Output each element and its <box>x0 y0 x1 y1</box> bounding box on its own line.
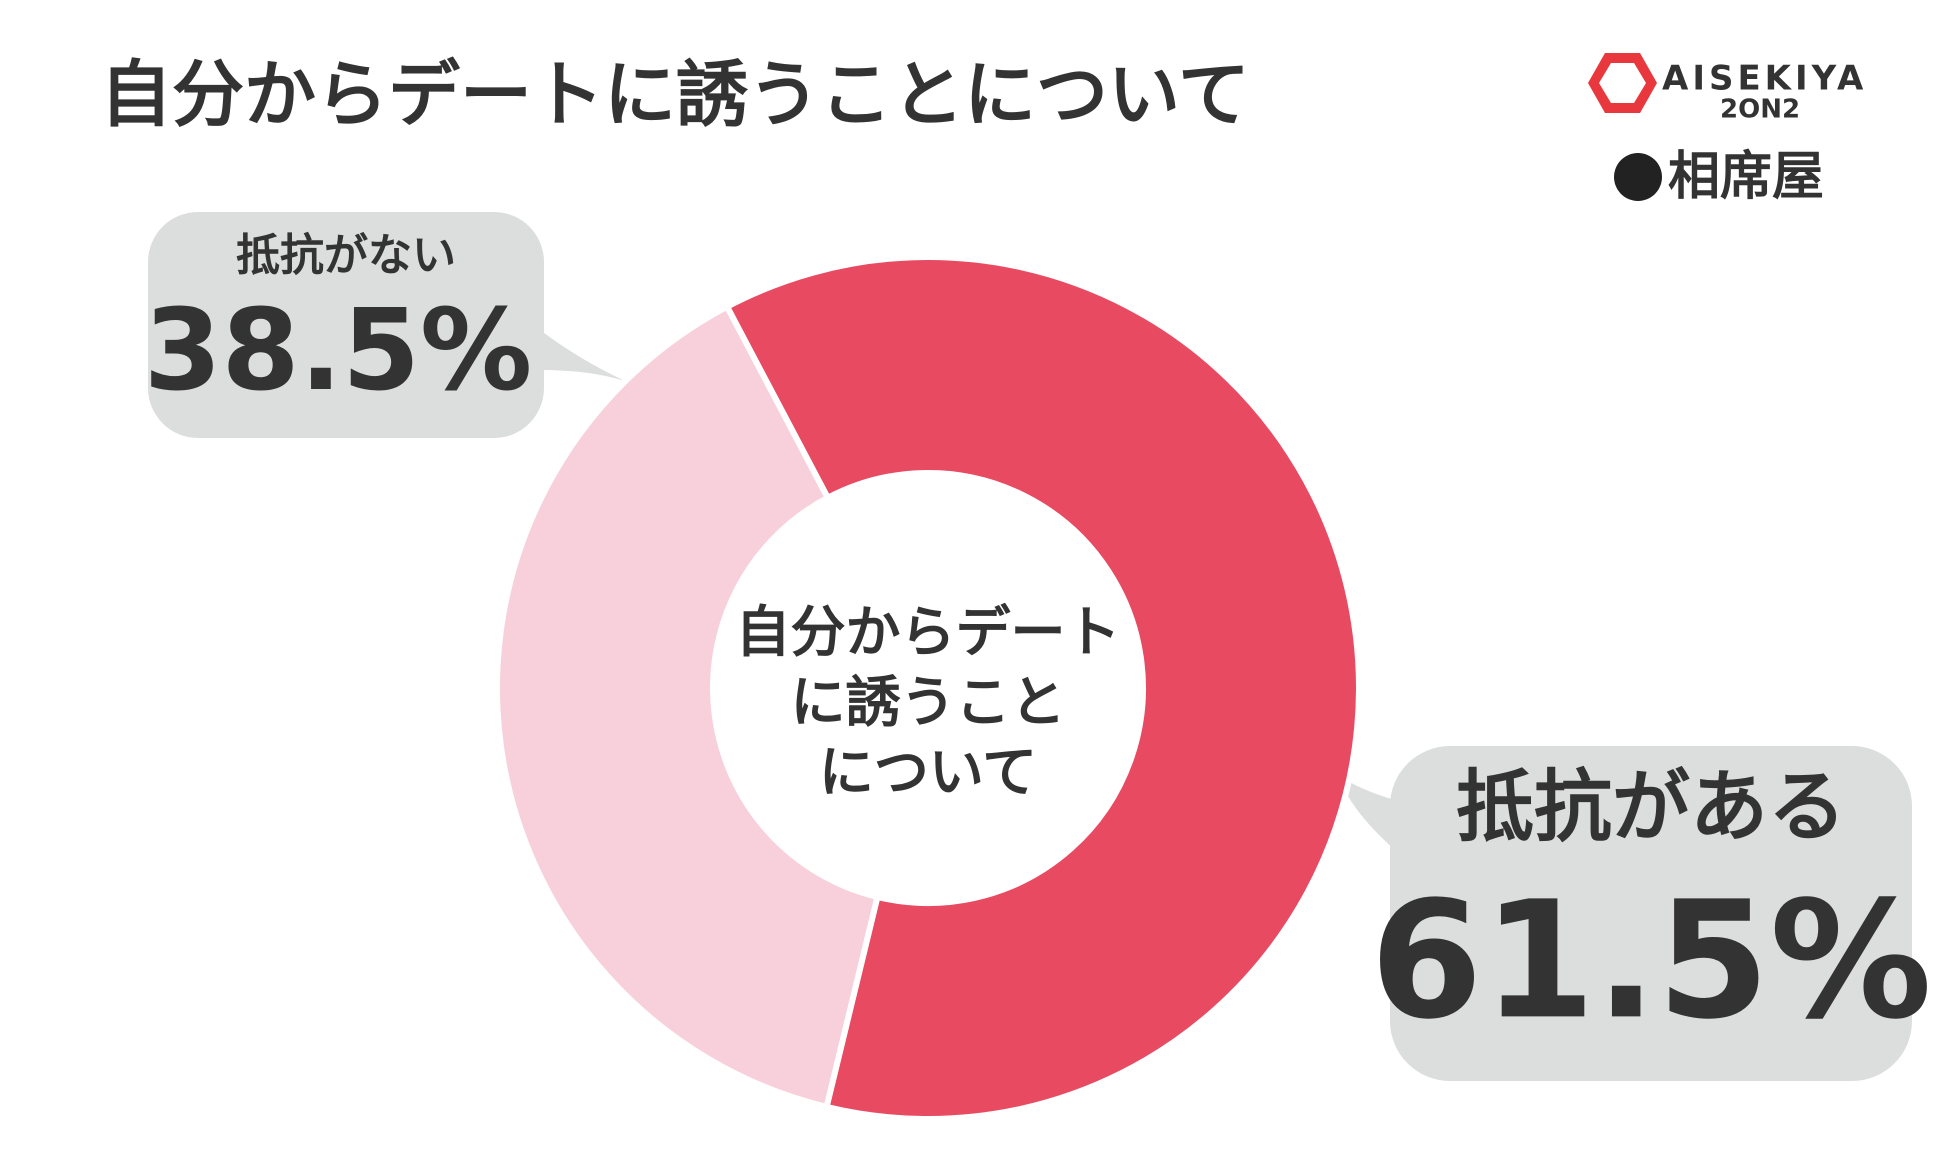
logo-name: 相席屋 <box>1668 147 1824 207</box>
logo-sub: 2ON2 <box>1720 95 1800 125</box>
center-label-line: 自分からデート <box>735 600 1120 664</box>
logo: AISEKIYA 2ON2 相席屋 <box>1588 53 1867 207</box>
bubble <box>1390 746 1912 1081</box>
bubble <box>148 212 544 438</box>
bubble-tail <box>1338 775 1395 850</box>
pie <box>494 254 1362 1122</box>
category-label: 抵抗がない <box>236 230 456 281</box>
center-label: 自分からデートに誘うことについて <box>735 600 1120 804</box>
slice <box>723 254 1362 1122</box>
chart-title: 自分からデートに誘うことについて <box>100 53 1250 137</box>
bubble-tail <box>540 330 625 381</box>
value-label: 38.5% <box>144 286 533 416</box>
logo-seal <box>1614 153 1662 201</box>
logo-brand: AISEKIYA <box>1662 59 1867 99</box>
logo-mark-inner <box>1599 63 1646 103</box>
center-label-line: に誘うこと <box>790 670 1065 734</box>
category-label: 抵抗がある <box>1456 762 1846 852</box>
slice <box>494 302 882 1111</box>
bubble-left: 抵抗がない 38.5% <box>144 212 625 438</box>
bubble-right: 抵抗がある 61.5% <box>1338 746 1932 1081</box>
value-label: 61.5% <box>1370 867 1932 1055</box>
center-label-line: について <box>819 740 1037 804</box>
